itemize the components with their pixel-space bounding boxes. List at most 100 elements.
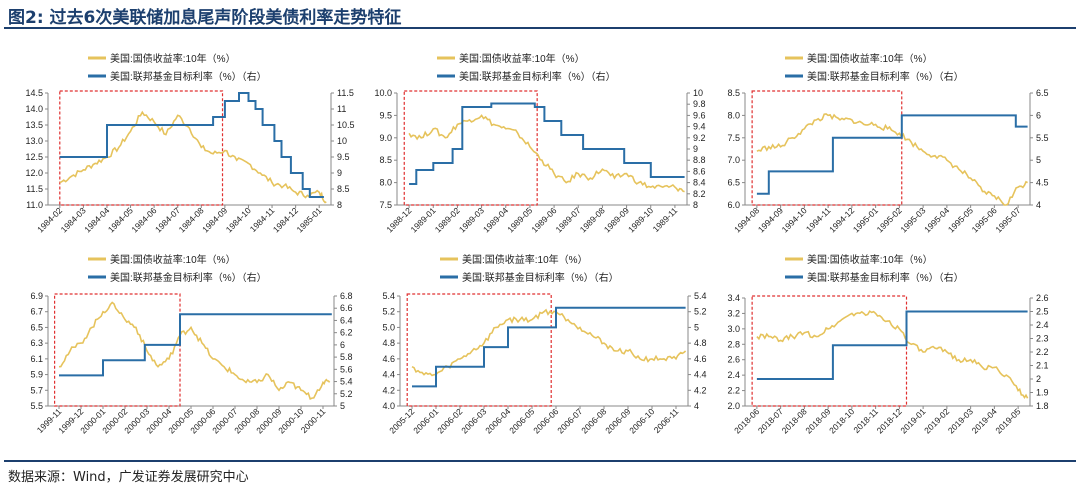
right-tick-label: 8.6 <box>693 166 706 176</box>
left-tick-label: 4.2 <box>382 385 395 395</box>
x-tick-label: 1995-01 <box>851 205 880 234</box>
right-tick-label: 5.8 <box>340 352 353 362</box>
right-tick-label: 2.6 <box>1036 293 1049 303</box>
left-tick-label: 5.2 <box>382 307 395 317</box>
legend-label-yield: 美国:国债收益率:10年（%） <box>110 253 236 266</box>
right-tick-label: 8.4 <box>693 178 706 188</box>
x-tick-label: 1995-07 <box>993 205 1022 234</box>
right-tick-label: 8.2 <box>693 189 706 199</box>
right-tick-label: 4.4 <box>694 370 707 380</box>
x-tick-label: 1989-09 <box>602 205 631 234</box>
x-tick-label: 1995-06 <box>970 205 999 234</box>
x-tick-label: 1995-05 <box>946 205 975 234</box>
left-tick-label: 6.0 <box>727 200 740 210</box>
x-tick-label: 2006-09 <box>603 406 632 435</box>
left-tick-label: 6.1 <box>30 354 43 364</box>
x-tick-label: 2006-07 <box>555 406 584 435</box>
x-tick-label: 1989-01 <box>409 205 438 234</box>
figure-title: 图2: 过去6次美联储加息尾声阶段美债利率走势特征 <box>8 8 402 28</box>
right-tick-label: 8 <box>337 200 342 210</box>
x-tick-label: 1989-07 <box>554 205 583 234</box>
chart-panel-1: 美国:国债收益率:10年（%） 美国:联邦基金目标利率（%）（右） 11.0 11.5… <box>25 52 354 234</box>
highlight-box <box>751 90 903 206</box>
left-tick-label: 5.5 <box>30 401 43 411</box>
source-rule <box>4 460 1076 462</box>
right-tick-label: 2.3 <box>1036 334 1049 344</box>
left-tick-label: 13.0 <box>25 136 43 146</box>
x-tick-label: 2006-06 <box>531 406 560 435</box>
fed-funds-line <box>59 313 332 377</box>
right-tick-label: 9 <box>693 144 698 154</box>
yield-line <box>58 301 331 400</box>
x-tick-label: 2006-10 <box>627 406 656 435</box>
right-tick-label: 5.6 <box>340 364 353 374</box>
legend-label-yield: 美国:国债收益率:10年（%） <box>459 52 585 65</box>
chart-panel-6: 美国:国债收益率:10年（%） 美国:联邦基金目标利率（%）（右） 2.0 2.2 2.… <box>727 253 1048 435</box>
left-tick-label: 6.3 <box>30 338 43 348</box>
right-tick-label: 5.4 <box>340 377 353 387</box>
left-tick-label: 5.7 <box>30 385 43 395</box>
x-tick-label: 1984-10 <box>224 205 253 234</box>
highlight-box <box>406 293 552 407</box>
left-tick-label: 3.4 <box>727 293 740 303</box>
figure-source: 数据来源：Wind，广发证券发展研究中心 <box>8 470 249 485</box>
x-tick-label: 2006-02 <box>435 406 464 435</box>
x-tick-label: 1994-12 <box>827 205 856 234</box>
x-tick-label: 1989-03 <box>457 205 486 234</box>
x-tick-label: 2000-11 <box>299 406 328 435</box>
right-tick-label: 4.6 <box>694 354 707 364</box>
yield-line <box>59 110 327 204</box>
x-tick-label: 1989-11 <box>651 205 680 234</box>
left-tick-label: 2.2 <box>727 386 740 396</box>
right-tick-label: 5.2 <box>340 389 353 399</box>
x-tick-label: 2018-12 <box>875 406 904 435</box>
right-tick-label: 8.8 <box>693 155 706 165</box>
yield-line <box>756 113 1028 206</box>
right-tick-label: 8.5 <box>337 184 350 194</box>
right-tick-label: 6.5 <box>1036 88 1049 98</box>
x-tick-label: 1985-01 <box>294 205 323 234</box>
left-tick-label: 6.5 <box>30 322 43 332</box>
x-tick-label: 2006-08 <box>579 406 608 435</box>
right-tick-label: 9.8 <box>693 99 706 109</box>
legend-label-fed: 美国:联邦基金目标利率（%）（右） <box>110 271 267 284</box>
left-tick-label: 14.5 <box>25 88 43 98</box>
left-tick-label: 3.2 <box>727 308 740 318</box>
left-tick-label: 9.5 <box>379 110 392 120</box>
left-tick-label: 8.0 <box>727 110 740 120</box>
left-tick-label: 10.0 <box>374 88 392 98</box>
x-tick-label: 2019-03 <box>946 406 975 435</box>
x-tick-label: 1989-05 <box>505 205 534 234</box>
right-tick-label: 11 <box>337 104 346 114</box>
right-tick-label: 4.8 <box>694 338 707 348</box>
yield-line <box>756 310 1029 399</box>
x-tick-label: 2006-03 <box>459 406 488 435</box>
right-tick-label: 5.5 <box>1036 133 1049 143</box>
right-tick-label: 4 <box>1036 200 1041 210</box>
x-tick-label: 1995-04 <box>922 205 951 234</box>
right-tick-label: 11.5 <box>337 88 354 98</box>
left-tick-label: 6.9 <box>30 291 43 301</box>
legend-label-fed: 美国:联邦基金目标利率（%）（右） <box>459 70 616 83</box>
left-tick-label: 6.5 <box>727 178 740 188</box>
fed-funds-line <box>756 114 1028 195</box>
left-tick-label: 6.7 <box>30 307 43 317</box>
left-tick-label: 5.4 <box>382 291 395 301</box>
right-tick-label: 6.6 <box>340 303 353 313</box>
x-tick-label: 1994-09 <box>756 205 785 234</box>
left-tick-label: 4.8 <box>382 338 395 348</box>
left-tick-label: 8.5 <box>379 155 392 165</box>
left-tick-label: 12.5 <box>25 152 43 162</box>
highlight-box <box>53 293 181 407</box>
chart-panel-4: 美国:国债收益率:10年（%） 美国:联邦基金目标利率（%）（右） 5.5 5.7 5.… <box>30 253 352 435</box>
left-tick-label: 4.6 <box>382 354 395 364</box>
legend-label-fed: 美国:联邦基金目标利率（%）（右） <box>110 70 267 83</box>
x-tick-label: 2006-11 <box>652 406 681 435</box>
fed-funds-line <box>412 306 686 388</box>
left-tick-label: 11.0 <box>26 200 43 210</box>
left-tick-label: 3.0 <box>727 324 740 334</box>
chart-panel-3: 美国:国债收益率:10年（%） 美国:联邦基金目标利率（%）（右） 6.0 6.5 7.… <box>727 52 1048 234</box>
left-tick-label: 2.0 <box>727 401 740 411</box>
left-tick-label: 9.0 <box>379 133 392 143</box>
